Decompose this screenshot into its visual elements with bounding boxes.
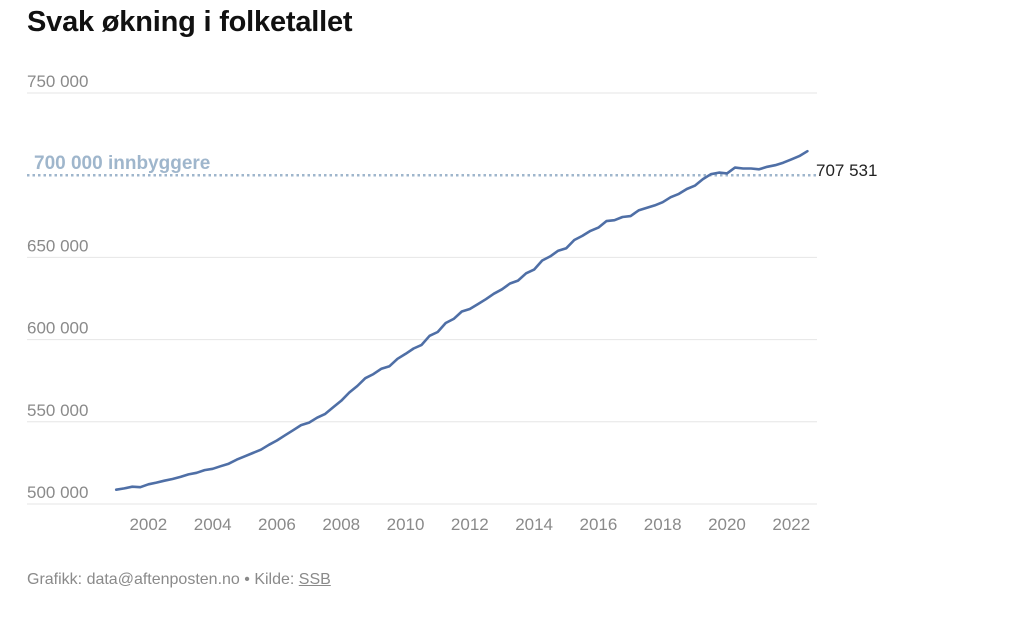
y-tick-label: 550 000 — [27, 401, 88, 420]
x-tick-label: 2006 — [258, 515, 296, 534]
chart-title: Svak økning i folketallet — [27, 6, 353, 38]
series-layer — [114, 149, 809, 491]
y-tick-labels: 500 000 550 000 600 000 650 000 750 000 — [27, 72, 88, 502]
x-tick-label: 2022 — [772, 515, 810, 534]
y-tick-label: 500 000 — [27, 483, 88, 502]
footer-credit: Grafikk: data@aftenposten.no — [27, 571, 240, 588]
x-tick-label: 2020 — [708, 515, 746, 534]
reference-line-label: 700 000 innbyggere — [34, 153, 210, 174]
reference-layer: 700 000 innbyggere — [27, 153, 817, 177]
y-tick-label: 650 000 — [27, 236, 88, 255]
footer-separator: • — [239, 571, 255, 588]
x-tick-label: 2008 — [322, 515, 360, 534]
series-line — [114, 149, 809, 491]
x-tick-label: 2010 — [387, 515, 425, 534]
x-tick-label: 2012 — [451, 515, 489, 534]
grid-layer — [27, 92, 817, 505]
population-line-chart: 500 000 550 000 600 000 650 000 750 000 2002… — [27, 72, 877, 534]
source-link[interactable]: SSB — [298, 571, 331, 588]
x-tick-label: 2004 — [194, 515, 232, 534]
x-tick-label: 2016 — [579, 515, 617, 534]
x-tick-label: 2002 — [129, 515, 167, 534]
y-tick-label: 600 000 — [27, 319, 88, 338]
chart-footer: Grafikk: data@aftenposten.no • Kilde: SS… — [27, 571, 331, 589]
end-value-label: 707 531 — [816, 161, 877, 180]
end-label-layer: 707 531 — [816, 161, 877, 180]
x-tick-label: 2018 — [644, 515, 682, 534]
y-tick-label: 750 000 — [27, 72, 88, 91]
x-tick-label: 2014 — [515, 515, 553, 534]
footer-source-label: Kilde: — [254, 571, 299, 588]
x-tick-labels: 2002 2004 2006 2008 2010 2012 2014 2016 2018 2020… — [129, 515, 810, 534]
